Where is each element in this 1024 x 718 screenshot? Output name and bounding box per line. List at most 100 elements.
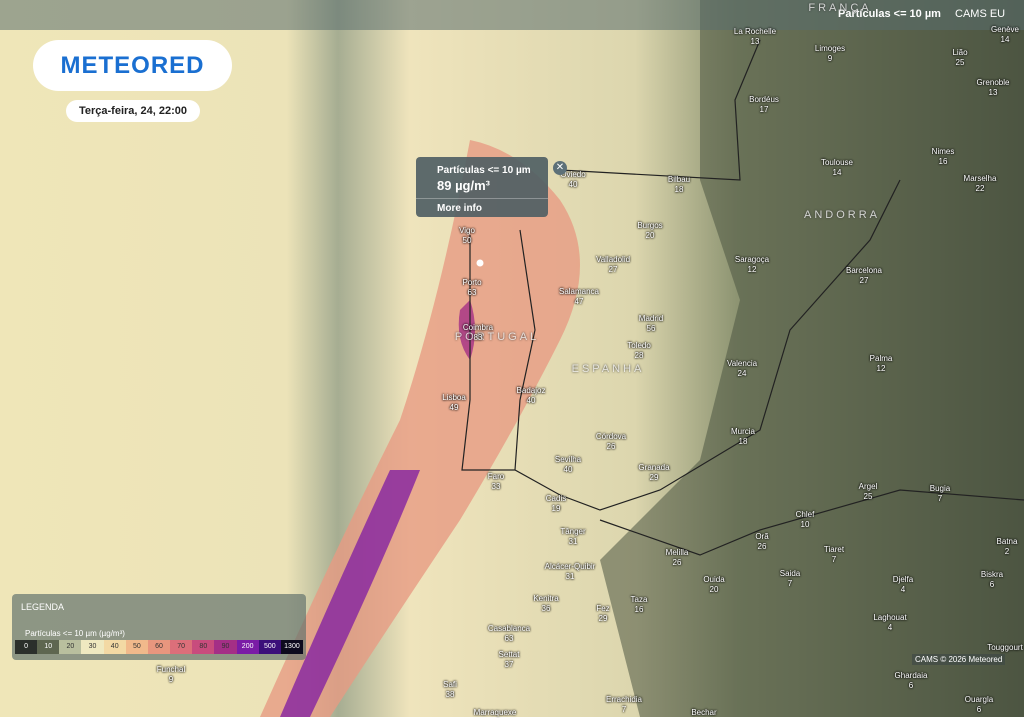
city-label[interactable]: Lião 25: [952, 48, 967, 68]
city-label[interactable]: Melilla 26: [666, 548, 689, 568]
city-value: 13: [750, 37, 760, 46]
city-label[interactable]: Safi 38: [443, 680, 457, 700]
city-value: 63: [504, 634, 514, 643]
city-label[interactable]: Marselha 22: [964, 174, 997, 194]
city-label[interactable]: Murcia 18: [731, 427, 755, 447]
logo[interactable]: METEORED: [33, 40, 232, 91]
city-label[interactable]: Casablanca 63: [488, 624, 530, 644]
city-label[interactable]: Kenitra 36: [533, 594, 558, 614]
city-name: Tiaret: [823, 545, 845, 554]
city-label[interactable]: Grenoble 13: [977, 78, 1010, 98]
city-value: 16: [938, 157, 948, 166]
city-label[interactable]: Toulouse 14: [821, 158, 853, 178]
city-label[interactable]: Porto 63: [462, 278, 481, 298]
city-label[interactable]: Tiaret 7: [824, 545, 844, 565]
city-label[interactable]: Genève 14: [991, 25, 1019, 45]
legend-swatch: 1300: [280, 640, 304, 654]
city-label[interactable]: Settat 37: [499, 650, 520, 670]
city-name: Porto: [462, 278, 482, 287]
city-label[interactable]: Faro 33: [488, 472, 504, 492]
city-label[interactable]: Granada 29: [638, 463, 669, 483]
city-label[interactable]: Funchal 9: [157, 665, 185, 685]
city-name: Djelfa: [892, 575, 914, 584]
city-label[interactable]: Fez 29: [596, 604, 609, 624]
model-name[interactable]: CAMS EU: [955, 8, 1006, 20]
city-label[interactable]: Ouargla 6: [965, 695, 993, 715]
plume: [260, 140, 580, 717]
city-label[interactable]: Sevilha 40: [555, 455, 581, 475]
city-label[interactable]: Taza 16: [631, 595, 648, 615]
city-name: Córdova: [595, 432, 627, 441]
city-name: Chlef: [795, 510, 815, 519]
legend-swatch: 30: [81, 640, 104, 654]
legend-value: 500: [263, 643, 276, 650]
region-label: ESPANHA: [571, 363, 645, 375]
city-label[interactable]: Coimbra 83: [463, 323, 493, 343]
selected-point[interactable]: [476, 259, 484, 267]
city-label[interactable]: Vigo 50: [459, 226, 475, 246]
city-value: 29: [649, 473, 659, 482]
city-value: 26: [672, 558, 682, 567]
legend-value: 200: [241, 643, 254, 650]
city-label[interactable]: Laghouat 4: [873, 613, 906, 633]
plume-core: [458, 300, 475, 360]
city-label[interactable]: Nimes 16: [932, 147, 955, 167]
city-label[interactable]: Biskra 6: [981, 570, 1003, 590]
city-label[interactable]: Valladolid 27: [596, 255, 630, 275]
legend-value: 40: [110, 643, 119, 650]
city-label[interactable]: Bechar: [691, 708, 716, 718]
city-label[interactable]: Valencia 24: [727, 359, 757, 379]
city-name: Safi: [443, 680, 457, 689]
city-name: Bechar: [691, 708, 717, 717]
layer-name[interactable]: Partículas <= 10 µm: [838, 8, 941, 20]
region-label: PORTUGAL: [454, 331, 540, 343]
city-label[interactable]: Toledo 28: [627, 341, 651, 361]
city-label[interactable]: Cadis 19: [546, 494, 566, 514]
city-label[interactable]: Badajoz 40: [517, 386, 546, 406]
city-value: 14: [1000, 35, 1010, 44]
city-label[interactable]: Ghardaia 6: [895, 671, 928, 691]
city-label[interactable]: Oviedo 40: [560, 170, 585, 190]
legend-swatch: 200: [236, 640, 259, 654]
legend-value: 20: [66, 643, 75, 650]
city-label[interactable]: Bilbau 18: [668, 175, 690, 195]
popup-value: 89 µg/m³: [437, 178, 491, 193]
city-label[interactable]: Orã 26: [755, 532, 768, 552]
city-label[interactable]: Alcácer-Quibir 31: [545, 562, 596, 582]
city-name: La Rochelle: [733, 27, 777, 36]
city-label[interactable]: Burgos 20: [637, 221, 662, 241]
legend-value: 1300: [284, 643, 300, 650]
city-label[interactable]: Djelfa 4: [893, 575, 913, 595]
popup-title: Partículas <= 10 µm: [437, 165, 531, 176]
city-label[interactable]: Errachidia 7: [606, 695, 642, 715]
city-label[interactable]: Saida 7: [780, 569, 800, 589]
city-label[interactable]: Lisboa 49: [442, 393, 466, 413]
city-label[interactable]: Córdova 26: [596, 432, 626, 452]
city-label[interactable]: Marraquexe: [474, 708, 517, 718]
more-info[interactable]: More info: [437, 203, 482, 214]
city-label[interactable]: Barcelona 27: [846, 266, 882, 286]
city-label[interactable]: Ouida 20: [703, 575, 724, 595]
city-label[interactable]: Argel 25: [859, 482, 878, 502]
city-label[interactable]: Bordéus 17: [749, 95, 779, 115]
city-label[interactable]: Bugia 7: [930, 484, 950, 504]
city-label[interactable]: La Rochelle 13: [734, 27, 776, 47]
city-label[interactable]: Tânger 31: [560, 527, 585, 547]
city-label[interactable]: Limoges 9: [815, 44, 845, 64]
city-name: Saida: [779, 569, 801, 578]
legend-value: 70: [177, 643, 186, 650]
city-label[interactable]: Touggourt: [987, 643, 1023, 653]
city-label[interactable]: Salamanca 47: [559, 287, 599, 307]
city-name: Oviedo: [560, 170, 586, 179]
city-label[interactable]: Saragoça 12: [735, 255, 769, 275]
city-name: Murcia: [730, 427, 756, 436]
city-name: Orã: [755, 532, 769, 541]
date[interactable]: Terça-feira, 24, 22:00: [66, 100, 200, 122]
city-name: Marraquexe: [473, 708, 517, 717]
close-button[interactable]: ✕: [553, 161, 567, 175]
city-value: 22: [975, 184, 985, 193]
city-label[interactable]: Chlef 10: [796, 510, 815, 530]
city-label[interactable]: Batna 2: [997, 537, 1018, 557]
city-label[interactable]: Palma 12: [870, 354, 893, 374]
city-label[interactable]: Madrid 56: [639, 314, 663, 334]
